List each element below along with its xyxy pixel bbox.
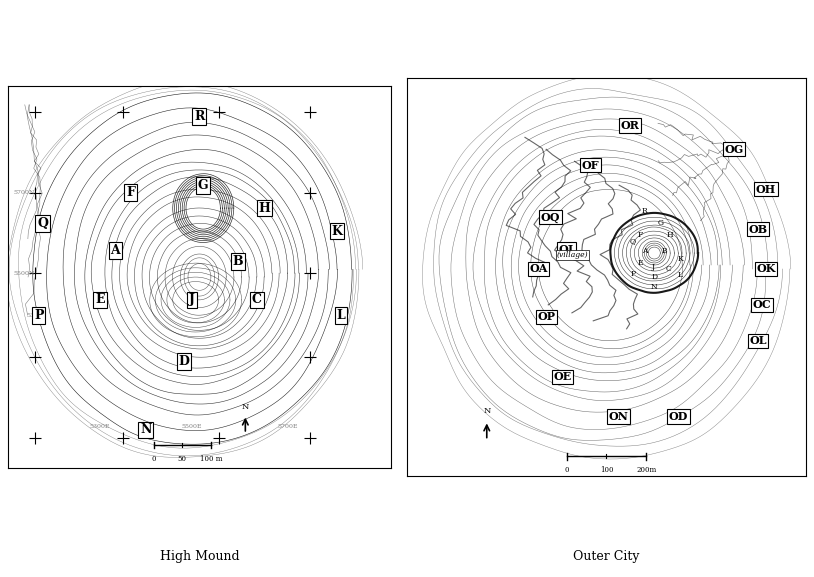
- Text: L: L: [337, 309, 345, 322]
- Text: R: R: [641, 207, 647, 215]
- Text: OG: OG: [724, 144, 744, 155]
- Text: H: H: [259, 201, 270, 215]
- Text: OQ: OQ: [540, 212, 560, 223]
- Text: 5700E: 5700E: [278, 424, 298, 429]
- Text: OA: OA: [529, 264, 548, 275]
- Text: 100: 100: [600, 466, 613, 474]
- Text: OR: OR: [621, 120, 640, 131]
- Text: ON: ON: [608, 411, 628, 422]
- Text: OK: OK: [756, 264, 776, 275]
- Text: J: J: [652, 263, 655, 271]
- Text: F: F: [637, 231, 643, 239]
- Text: Q: Q: [629, 237, 636, 245]
- Text: C: C: [665, 265, 671, 273]
- Text: Outer City: Outer City: [573, 550, 640, 563]
- Text: E: E: [637, 259, 643, 267]
- Text: D: D: [651, 273, 658, 281]
- Text: H: H: [667, 231, 673, 239]
- Text: OJ: OJ: [559, 243, 574, 254]
- Text: A: A: [111, 243, 120, 257]
- Text: G: G: [657, 219, 663, 227]
- Text: 0: 0: [564, 466, 569, 474]
- Text: 5300E: 5300E: [90, 424, 110, 429]
- Text: C: C: [252, 294, 262, 306]
- Text: D: D: [179, 355, 190, 368]
- Text: B: B: [662, 247, 667, 255]
- Text: R: R: [195, 110, 204, 123]
- Text: 5700N: 5700N: [14, 190, 35, 195]
- Text: P: P: [34, 309, 43, 322]
- Text: High Mound: High Mound: [160, 550, 239, 563]
- Text: K: K: [332, 224, 343, 238]
- Text: N: N: [651, 283, 658, 291]
- Text: L: L: [678, 271, 683, 279]
- Text: 50: 50: [177, 455, 186, 463]
- Text: 100 m: 100 m: [199, 455, 222, 463]
- Text: E: E: [95, 294, 105, 306]
- Text: OD: OD: [668, 411, 688, 422]
- Text: (village): (village): [557, 251, 589, 259]
- Text: OH: OH: [756, 183, 776, 194]
- Text: B: B: [232, 255, 243, 268]
- Text: 5500N: 5500N: [14, 271, 35, 276]
- Text: N: N: [483, 407, 491, 414]
- Text: N: N: [140, 424, 151, 436]
- Text: OE: OE: [554, 371, 571, 382]
- Text: J: J: [189, 294, 195, 306]
- Text: 200m: 200m: [637, 466, 656, 474]
- Text: Q: Q: [37, 217, 48, 230]
- Text: OB: OB: [748, 224, 768, 235]
- Text: P: P: [631, 270, 636, 278]
- Text: A: A: [641, 247, 647, 255]
- Text: 5500E: 5500E: [182, 424, 202, 429]
- Text: 53: 53: [27, 313, 35, 318]
- Text: K: K: [677, 255, 683, 263]
- Text: OP: OP: [537, 312, 556, 323]
- Text: N: N: [242, 403, 249, 411]
- Text: OC: OC: [753, 299, 772, 310]
- Text: 0: 0: [151, 455, 155, 463]
- Text: OF: OF: [582, 160, 599, 171]
- Text: OL: OL: [749, 335, 767, 346]
- Text: G: G: [198, 179, 208, 192]
- Text: F: F: [126, 186, 135, 199]
